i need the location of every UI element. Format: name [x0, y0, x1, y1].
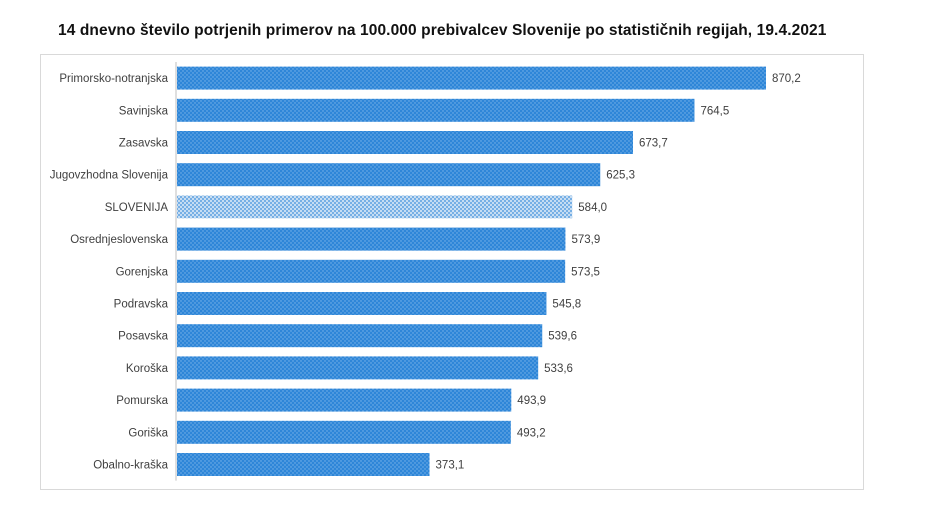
- value-label: 493,2: [517, 427, 546, 439]
- value-label: 539,6: [548, 331, 577, 343]
- bar: [177, 420, 511, 444]
- category-label: Osrednjeslovenska: [70, 234, 168, 246]
- category-label: Goriška: [128, 427, 168, 439]
- bar: [177, 292, 547, 315]
- bar: [177, 324, 543, 348]
- bar: [177, 66, 766, 90]
- value-label: 764,5: [700, 105, 729, 117]
- value-label: 573,9: [571, 234, 600, 246]
- bar-highlight: [177, 195, 573, 219]
- value-label: 545,8: [552, 299, 581, 311]
- bar: [177, 388, 512, 412]
- bar: [177, 131, 633, 154]
- category-label: Gorenjska: [116, 266, 169, 278]
- bar: [177, 356, 539, 380]
- category-label: Savinjska: [119, 105, 169, 117]
- category-label: Koroška: [126, 363, 169, 375]
- value-label: 573,5: [571, 266, 600, 278]
- bar: [177, 453, 430, 476]
- bar: [177, 163, 601, 187]
- bar: [177, 227, 566, 251]
- chart-frame: [40, 54, 864, 490]
- category-label: Podravska: [114, 299, 169, 311]
- value-label: 673,7: [639, 138, 668, 150]
- value-label: 870,2: [772, 73, 801, 85]
- value-label: 373,1: [436, 460, 465, 472]
- category-label: Jugovzhodna Slovenija: [50, 170, 169, 182]
- category-label: Primorsko-notranjska: [59, 73, 168, 85]
- value-label: 493,9: [517, 395, 546, 407]
- bar: [177, 98, 695, 122]
- category-label: SLOVENIJA: [105, 202, 169, 214]
- category-label: Posavska: [118, 331, 168, 343]
- category-label: Pomurska: [116, 395, 168, 407]
- bar: [177, 259, 566, 283]
- category-label: Obalno-kraška: [93, 460, 168, 472]
- value-label: 625,3: [606, 170, 635, 182]
- category-label: Zasavska: [119, 138, 169, 150]
- chart-title: 14 dnevno število potrjenih primerov na …: [58, 22, 827, 39]
- value-label: 584,0: [578, 202, 607, 214]
- value-label: 533,6: [544, 363, 573, 375]
